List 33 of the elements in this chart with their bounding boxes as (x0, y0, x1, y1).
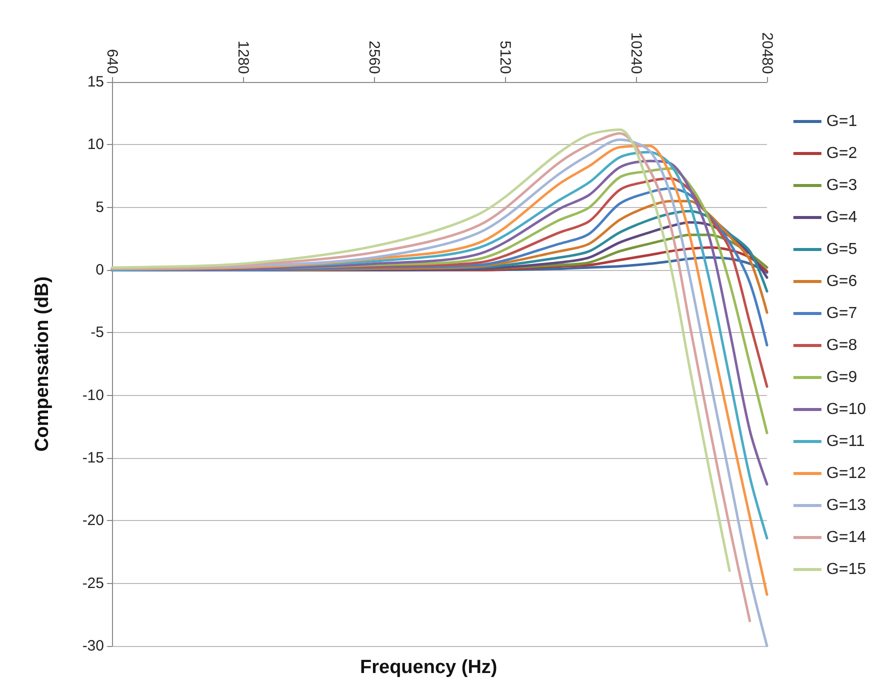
x-tick-label: 10240 (628, 32, 644, 74)
legend-label: G=6 (826, 273, 858, 290)
legend-label: G=11 (826, 433, 865, 450)
x-tick-label: 1280 (234, 40, 252, 74)
legend-label: G=3 (826, 177, 858, 194)
x-tick-label: 5120 (496, 40, 514, 74)
legend-label: G=10 (826, 401, 866, 418)
legend-label: G=7 (826, 305, 858, 322)
legend-label: G=2 (826, 145, 858, 162)
x-tick-label: 20480 (758, 32, 776, 74)
y-axis-title: Compensation (dB) (32, 276, 53, 452)
y-tick-label: 0 (96, 262, 104, 278)
y-tick-label: 5 (96, 198, 104, 216)
legend-label: G=8 (826, 337, 858, 354)
y-tick-label: -20 (82, 512, 104, 530)
y-tick-label: -5 (90, 324, 104, 342)
y-tick-label: -25 (82, 574, 104, 592)
legend-label: G=9 (826, 369, 858, 386)
legend-label: G=13 (826, 497, 866, 514)
y-tick-label: 15 (87, 74, 104, 90)
legend-label: G=14 (826, 529, 866, 546)
legend-label: G=1 (826, 113, 858, 130)
legend-label: G=4 (826, 209, 858, 226)
y-tick-label: -10 (82, 386, 104, 404)
y-tick-label: -30 (82, 638, 104, 654)
x-axis-title: Frequency (Hz) (360, 657, 498, 678)
legend-label: G=12 (826, 465, 866, 482)
y-tick-label: -15 (82, 450, 104, 466)
x-tick-label: 640 (104, 48, 120, 74)
legend-label: G=5 (826, 241, 858, 258)
x-tick-label: 2560 (366, 40, 382, 74)
legend-label: G=15 (826, 561, 866, 578)
y-tick-label: 10 (87, 136, 104, 154)
